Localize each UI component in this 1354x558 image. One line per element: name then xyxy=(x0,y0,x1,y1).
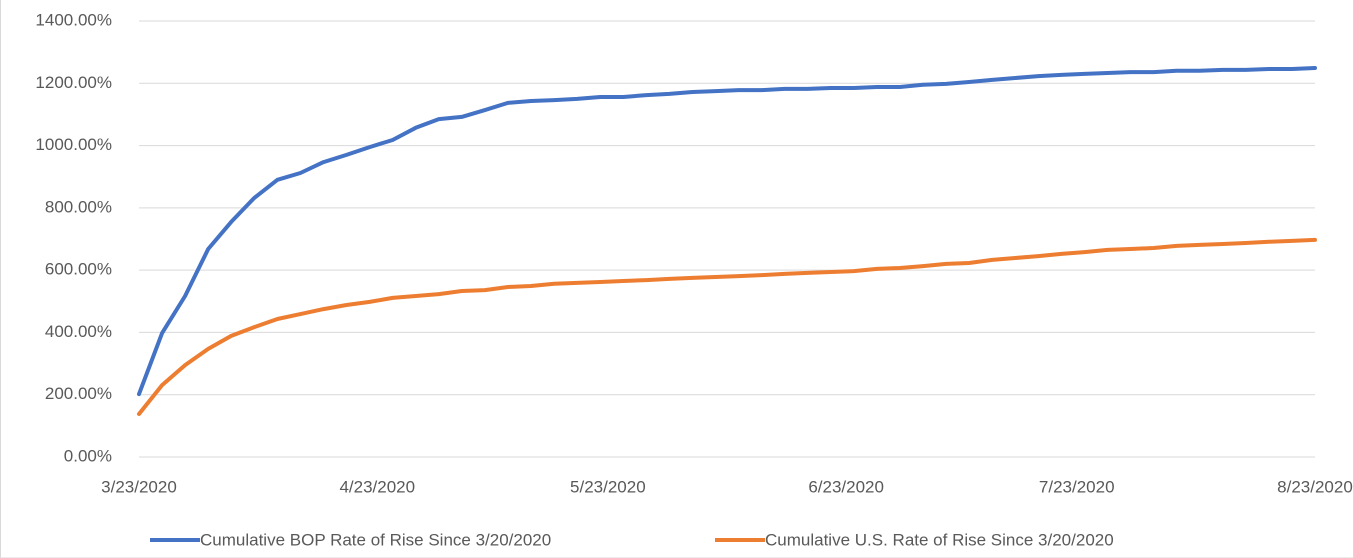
x-tick-label: 5/23/2020 xyxy=(570,477,646,496)
legend-label: Cumulative U.S. Rate of Rise Since 3/20/… xyxy=(765,530,1114,549)
x-tick-label: 7/23/2020 xyxy=(1039,477,1115,496)
x-tick-label: 8/23/2020 xyxy=(1277,477,1353,496)
legend-label: Cumulative BOP Rate of Rise Since 3/20/2… xyxy=(200,530,551,549)
data-line xyxy=(137,66,1317,397)
y-tick-label: 1400.00% xyxy=(35,10,112,29)
y-tick-label: 0.00% xyxy=(64,446,112,465)
y-tick-label: 800.00% xyxy=(45,197,112,216)
x-tick-label: 6/23/2020 xyxy=(808,477,884,496)
x-tick-label: 4/23/2020 xyxy=(339,477,415,496)
y-tick-label: 1200.00% xyxy=(35,73,112,92)
y-tick-label: 600.00% xyxy=(45,260,112,279)
y-tick-label: 1000.00% xyxy=(35,135,112,154)
y-tick-label: 200.00% xyxy=(45,384,112,403)
x-tick-label: 3/23/2020 xyxy=(101,477,177,496)
y-tick-label: 400.00% xyxy=(45,322,112,341)
data-line xyxy=(137,237,1317,416)
